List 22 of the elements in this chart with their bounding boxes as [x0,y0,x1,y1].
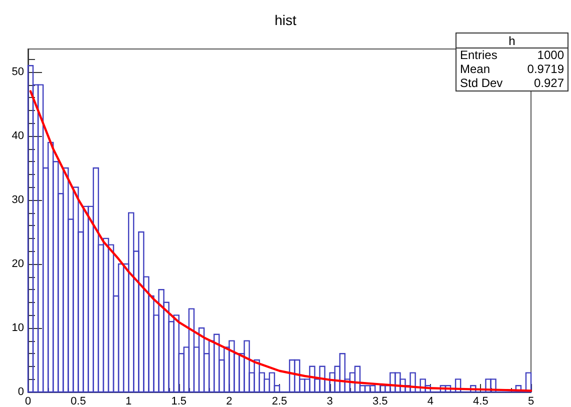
x-tick-label: 0 [24,396,32,407]
text: Mean 0.9719 [460,62,564,76]
y-tick-label: 10 [12,322,24,334]
x-tick-label: 3 [326,396,333,407]
y-tick-label: 50 [12,66,24,78]
x-tick-label: 5 [528,396,534,407]
x-tick-label: 4 [427,396,434,407]
x-tick-label: 2.5 [272,396,288,407]
x-tick-label: 4.5 [473,396,488,407]
y-tick-label: 20 [12,258,24,270]
y-tick-label: 30 [12,194,24,206]
x-tick-label: 1 [126,396,132,407]
chart-title: hist [274,12,296,28]
y-tick-label: 0 [18,386,24,398]
y-tick-label: 40 [12,130,24,142]
text: Entries 1000 [460,48,564,62]
x-tick-label: 1.5 [171,396,187,407]
text: Std Dev 0.927 [460,76,564,90]
text: h [508,34,516,48]
x-tick-label: 2 [226,396,232,407]
x-tick-label: 0.5 [70,396,86,407]
x-tick-label: 3.5 [372,396,388,407]
